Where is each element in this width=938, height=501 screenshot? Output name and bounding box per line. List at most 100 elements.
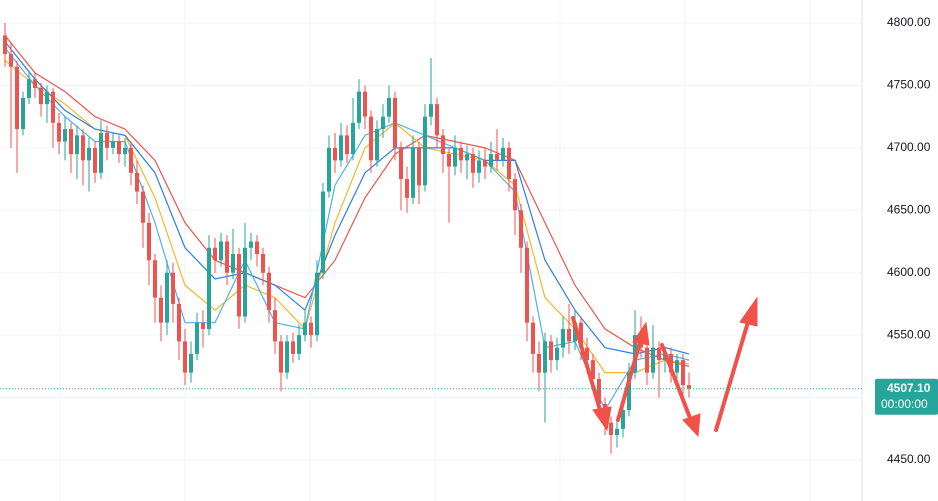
candle-body bbox=[681, 360, 685, 386]
candle-body bbox=[459, 147, 463, 161]
candle-body bbox=[645, 347, 649, 373]
candle-body bbox=[315, 272, 319, 336]
candle-body bbox=[285, 341, 289, 373]
candle-body bbox=[513, 179, 517, 211]
candle-body bbox=[435, 104, 439, 136]
candle-body bbox=[447, 154, 451, 167]
candle-body bbox=[345, 135, 349, 155]
candle-body bbox=[129, 147, 133, 173]
candle-body bbox=[111, 141, 115, 148]
candle-body bbox=[99, 132, 103, 173]
y-tick-label: 4450.00 bbox=[887, 452, 931, 466]
candle-body bbox=[273, 310, 277, 342]
candle-body bbox=[297, 335, 301, 354]
last-price-box bbox=[875, 378, 938, 415]
candle-body bbox=[573, 322, 577, 342]
last-price: 4507.10 00:00:00 bbox=[0, 378, 938, 415]
candle-body bbox=[309, 322, 313, 336]
candle-body bbox=[417, 147, 421, 186]
y-tick-label: 4550.00 bbox=[887, 327, 931, 341]
candle-body bbox=[333, 147, 337, 161]
candle-body bbox=[537, 353, 541, 373]
candle-body bbox=[219, 241, 223, 261]
candle-body bbox=[237, 253, 241, 317]
candle-body bbox=[363, 91, 367, 117]
candle-body bbox=[351, 122, 355, 155]
candle-body bbox=[153, 260, 157, 298]
y-tick-label: 4600.00 bbox=[887, 265, 931, 279]
candle-body bbox=[531, 322, 535, 354]
candle-body bbox=[63, 129, 67, 142]
candle-body bbox=[135, 172, 139, 192]
candle-body bbox=[339, 135, 343, 161]
candle-body bbox=[609, 422, 613, 436]
candle-body bbox=[597, 378, 601, 404]
candle-body bbox=[555, 347, 559, 361]
candle-body bbox=[3, 35, 7, 55]
candle-body bbox=[21, 97, 25, 130]
candle-body bbox=[423, 116, 427, 186]
candle-body bbox=[141, 191, 145, 223]
candle-body bbox=[165, 272, 169, 323]
candle-body bbox=[27, 79, 31, 98]
candle-body bbox=[51, 91, 55, 123]
candle-body bbox=[213, 247, 217, 261]
candle-body bbox=[183, 341, 187, 373]
candles bbox=[3, 22, 691, 454]
arrows bbox=[571, 296, 758, 438]
candle-body bbox=[549, 341, 553, 361]
candle-body bbox=[495, 154, 499, 161]
candle-body bbox=[45, 91, 49, 105]
candle-body bbox=[207, 247, 211, 329]
candle-body bbox=[171, 272, 175, 304]
candle-body bbox=[429, 104, 433, 117]
candle-body bbox=[411, 147, 415, 198]
candle-body bbox=[225, 241, 229, 273]
candle-body bbox=[201, 322, 205, 329]
y-tick-label: 4700.00 bbox=[887, 140, 931, 154]
candle-body bbox=[687, 385, 691, 389]
candle-body bbox=[279, 341, 283, 373]
candle-body bbox=[105, 132, 109, 148]
candle-body bbox=[489, 154, 493, 167]
candle-body bbox=[69, 129, 73, 155]
candle-body bbox=[657, 347, 661, 361]
candle-body bbox=[621, 410, 625, 429]
candle-body bbox=[561, 328, 565, 348]
candle-body bbox=[441, 135, 445, 155]
candle-body bbox=[615, 428, 619, 436]
candle-body bbox=[483, 160, 487, 167]
candle-body bbox=[93, 147, 97, 173]
candle-body bbox=[507, 147, 511, 180]
candle-body bbox=[261, 253, 265, 273]
candle-body bbox=[381, 116, 385, 130]
candle-body bbox=[249, 241, 253, 248]
candle-body bbox=[243, 247, 247, 317]
candle-body bbox=[675, 360, 679, 373]
candle-body bbox=[591, 360, 595, 379]
moving-average bbox=[4, 35, 690, 367]
candle-body bbox=[369, 116, 373, 161]
last-price-label: 4507.10 bbox=[887, 381, 931, 395]
candle-body bbox=[465, 154, 469, 161]
candle-body bbox=[267, 272, 271, 311]
candle-body bbox=[375, 129, 379, 161]
candle-body bbox=[627, 372, 631, 411]
candle-body bbox=[159, 297, 163, 323]
candle-body bbox=[33, 79, 37, 88]
candle-body bbox=[189, 353, 193, 373]
candle-body bbox=[327, 147, 331, 192]
candle-body bbox=[123, 147, 127, 155]
candle-body bbox=[387, 97, 391, 117]
candle-body bbox=[231, 253, 235, 273]
candle-body bbox=[525, 247, 529, 323]
candle-body bbox=[321, 191, 325, 273]
candle-body bbox=[501, 147, 505, 161]
candle-body bbox=[405, 179, 409, 198]
candle-body bbox=[567, 328, 571, 342]
moving-average bbox=[4, 41, 690, 355]
candle-body bbox=[543, 341, 547, 373]
candle-body bbox=[585, 347, 589, 361]
